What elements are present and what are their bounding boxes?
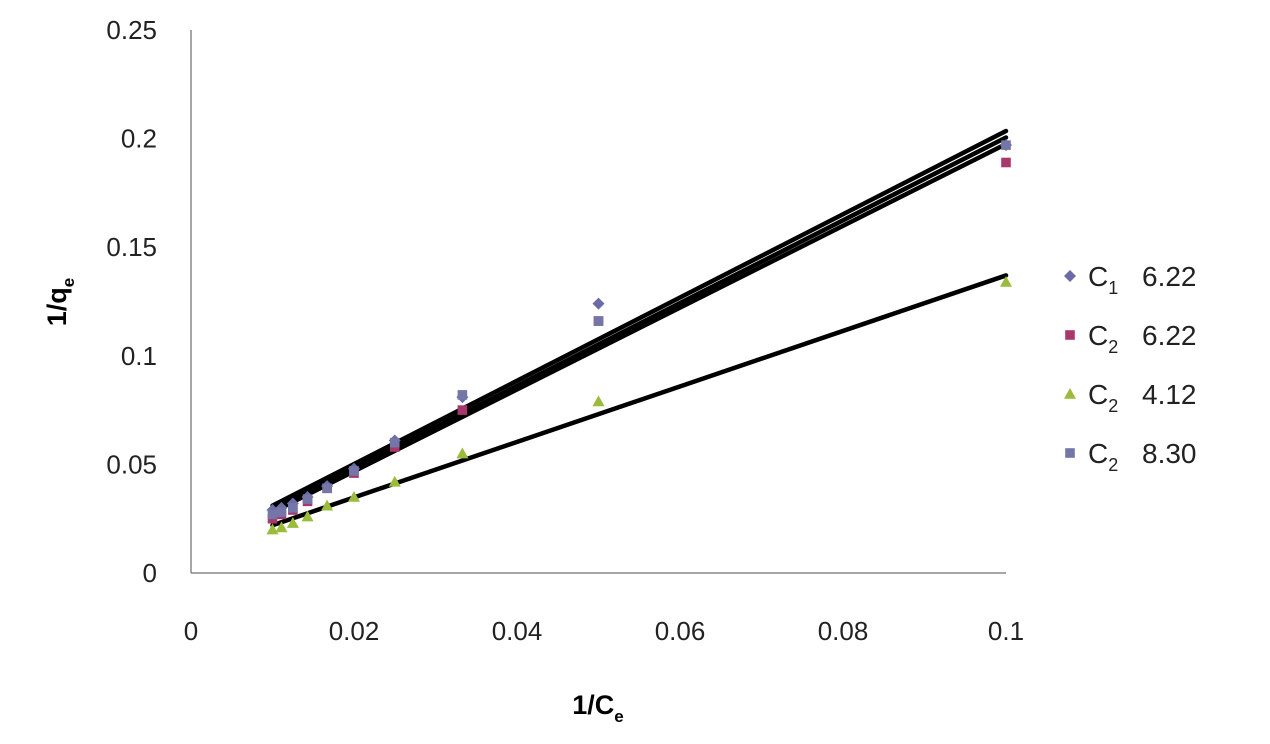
fit-lines	[270, 128, 1009, 528]
x-tick-label: 0.08	[818, 616, 869, 646]
data-point-series-2	[457, 405, 468, 415]
data-point-series-3	[275, 521, 288, 533]
trendline-series-3	[270, 273, 1009, 528]
x-tick-label: 0	[184, 616, 198, 646]
trendline-series-4	[270, 135, 1009, 513]
data-point-series-4	[267, 509, 278, 520]
data-points	[266, 139, 1012, 535]
y-axis-title: 1/qe	[42, 278, 78, 326]
data-point-series-4	[389, 437, 400, 448]
data-point-series-3	[348, 490, 360, 502]
y-tick-label: 0.05	[106, 449, 157, 479]
y-tick-label: 0.2	[121, 124, 157, 154]
x-tick-label: 0.1	[988, 616, 1024, 646]
data-point-series-4	[593, 316, 604, 326]
data-point-series-4	[349, 466, 359, 476]
data-point-series-3	[286, 517, 299, 528]
legend-label-1: C1 6.22	[1088, 261, 1197, 298]
x-axis-title: 1/Ce	[572, 690, 624, 726]
y-tick-label: 0	[143, 558, 157, 588]
data-point-series-2	[1001, 157, 1011, 168]
data-point-series-4	[288, 503, 298, 513]
data-point-series-3	[1000, 275, 1012, 287]
x-tick-label: 0.02	[329, 616, 380, 646]
data-point-series-3	[321, 499, 334, 511]
data-point-series-3	[592, 395, 605, 407]
legend-label-3: C2 4.12	[1088, 379, 1197, 416]
legend-marker-4	[1065, 448, 1075, 458]
trendline-series-2	[270, 141, 1009, 515]
trendline-series-1	[270, 128, 1009, 508]
data-point-series-4	[302, 494, 313, 504]
legend: C1 6.22 C2 6.22 C2 4.12 C2 8.30	[1064, 261, 1197, 475]
data-point-series-4	[322, 483, 332, 494]
y-tick-labels: 0 0.05 0.1 0.15 0.2 0.25	[106, 15, 157, 588]
y-tick-label: 0.1	[121, 341, 157, 371]
legend-marker-3	[1064, 388, 1076, 399]
data-point-series-4	[1001, 140, 1011, 150]
x-tick-label: 0.06	[655, 616, 706, 646]
data-point-series-4	[457, 390, 468, 400]
y-tick-label: 0.25	[106, 15, 157, 45]
data-point-series-1	[592, 297, 605, 310]
data-point-series-3	[388, 475, 401, 487]
x-tick-labels: 0 0.02 0.04 0.06 0.08 0.1	[184, 616, 1024, 646]
data-point-series-3	[266, 523, 279, 535]
y-tick-label: 0.15	[106, 232, 157, 262]
axes	[190, 30, 1006, 574]
data-point-series-3	[301, 510, 314, 522]
data-point-series-4	[276, 507, 287, 517]
legend-marker-1	[1064, 270, 1076, 282]
legend-label-2: C2 6.22	[1088, 320, 1197, 357]
x-tick-label: 0.04	[492, 616, 543, 646]
legend-marker-2	[1065, 330, 1075, 340]
data-point-series-3	[456, 447, 469, 459]
legend-label-4: C2 8.30	[1088, 438, 1197, 475]
